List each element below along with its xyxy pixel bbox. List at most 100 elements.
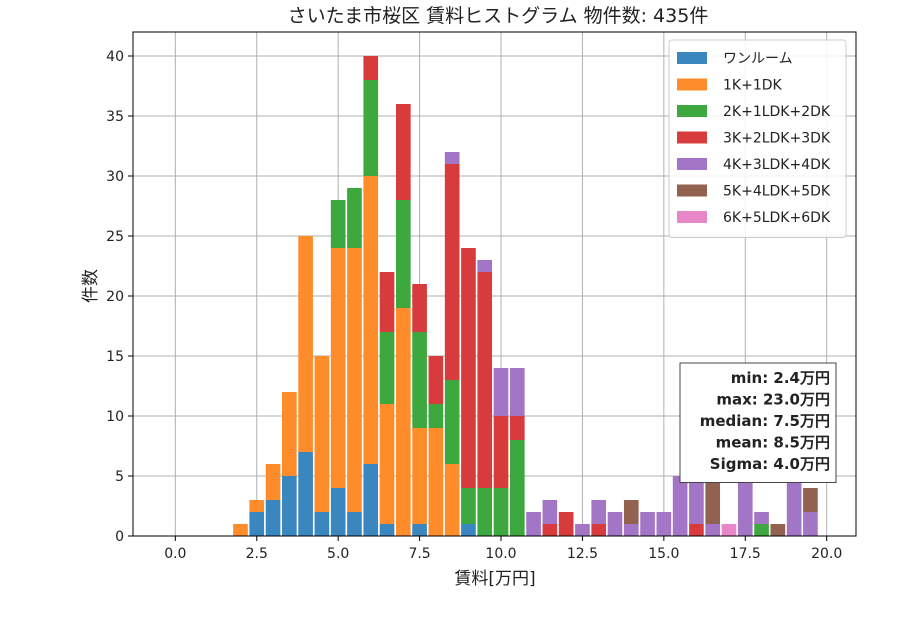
bar-segment [558, 512, 574, 536]
y-axis-label: 件数 [81, 269, 101, 303]
legend-swatch [677, 105, 707, 117]
bar-segment [803, 488, 818, 512]
y-tick-label: 10 [106, 409, 124, 425]
legend-label: 4K+3LDK+4DK [723, 157, 831, 173]
bar-segment [363, 176, 379, 464]
bar-segment [379, 272, 395, 332]
grid-layer [133, 32, 856, 537]
bar-segment [265, 500, 281, 536]
bars-layer [233, 56, 818, 536]
stats-box: min: 2.4万円 max: 23.0万円 median: 7.5万円 mean: … [679, 362, 837, 483]
chart-title: さいたま市桜区 賃料ヒストグラム 物件数: 435件 [288, 5, 709, 27]
stats-line: mean: 8.5万円 [716, 434, 830, 452]
bar-segment [314, 356, 330, 512]
bar-segment [786, 476, 802, 536]
y-tick-label: 35 [106, 109, 124, 125]
bar-segment [249, 500, 265, 512]
bar-segment [477, 260, 493, 272]
bar-segment [281, 392, 297, 476]
bar-segment [412, 332, 427, 428]
bar-segment [542, 500, 558, 524]
bar-segment [330, 248, 346, 488]
bar-segment [428, 356, 444, 404]
bar-segment [477, 488, 493, 536]
legend-label: 6K+5LDK+6DK [723, 210, 831, 226]
bar-segment [770, 524, 786, 536]
bar-segment [509, 368, 525, 416]
bar-segment [607, 512, 623, 536]
bar-segment [493, 368, 509, 416]
bar-segment [347, 188, 362, 248]
bar-segment [444, 152, 460, 164]
bar-segment [721, 524, 737, 536]
bar-segment [281, 476, 297, 536]
bar-segment [363, 80, 379, 176]
bar-segment [233, 524, 248, 536]
legend-label: 1K+1DK [723, 78, 783, 94]
bar-segment [461, 524, 476, 536]
bar-segment [509, 416, 525, 440]
x-tick-label: 15.0 [648, 546, 679, 562]
y-tick-label: 40 [106, 49, 124, 65]
bar-segment [379, 332, 395, 404]
legend-swatch [677, 78, 707, 91]
bar-segment [623, 500, 639, 524]
x-tick-label: 12.5 [567, 546, 598, 562]
bar-segment [493, 416, 509, 488]
bar-segment [461, 248, 476, 488]
bar-segment [803, 512, 818, 536]
legend-label: 5K+4LDK+5DK [723, 184, 831, 200]
ticks-layer: 0.0 2.5 5.0 7.5 10.0 12.5 15.0 17.5 20.0 0 5 10 15 20… [106, 49, 842, 562]
legend-swatch [677, 131, 707, 144]
bar-segment [444, 164, 460, 380]
bar-segment [298, 452, 313, 536]
bar-segment [412, 284, 427, 332]
legend: ワンルーム 1K+1DK 2K+1LDK+2DK 3K+2LDK+3DK 4K+3LDK… [668, 39, 847, 238]
bar-segment [689, 524, 704, 536]
x-tick-label: 0.0 [164, 546, 186, 562]
bar-segment [249, 512, 265, 536]
bar-segment [623, 524, 639, 536]
bar-segment [575, 524, 590, 536]
x-tick-label: 7.5 [408, 546, 430, 562]
y-tick-label: 15 [106, 349, 124, 365]
plot-frame [132, 31, 857, 537]
x-tick-label: 10.0 [485, 546, 516, 562]
bar-segment [347, 512, 362, 536]
bar-segment [412, 428, 427, 524]
legend-label: 2K+1LDK+2DK [723, 104, 831, 120]
y-tick-label: 20 [106, 289, 124, 305]
bar-segment [705, 476, 721, 524]
legend-swatch [677, 184, 707, 197]
legend-label: 3K+2LDK+3DK [723, 131, 831, 147]
bar-segment [395, 308, 411, 536]
y-tick-label: 0 [115, 529, 124, 545]
bar-segment [591, 524, 607, 536]
stats-line: Sigma: 4.0万円 [710, 455, 830, 473]
x-tick-label: 20.0 [811, 546, 842, 562]
legend-frame [668, 39, 847, 238]
bar-segment [428, 428, 444, 536]
bar-segment [330, 200, 346, 248]
bar-segment [754, 512, 769, 524]
bar-segment [705, 524, 721, 536]
legend-swatch [677, 211, 707, 223]
bar-segment [395, 104, 411, 200]
bar-segment [347, 248, 362, 512]
bar-segment [363, 56, 379, 80]
bar-segment [591, 500, 607, 524]
x-axis-label: 賃料[万円] [454, 569, 535, 589]
bar-segment [656, 512, 672, 536]
bar-segment [672, 476, 688, 536]
x-tick-label: 2.5 [246, 546, 268, 562]
stats-frame [679, 362, 837, 483]
bar-segment [265, 464, 281, 500]
legend-swatch [677, 158, 707, 170]
bar-segment [379, 404, 395, 524]
bar-segment [542, 524, 558, 536]
bar-segment [412, 524, 427, 536]
legend-swatch [677, 52, 707, 64]
y-tick-label: 25 [106, 229, 124, 245]
